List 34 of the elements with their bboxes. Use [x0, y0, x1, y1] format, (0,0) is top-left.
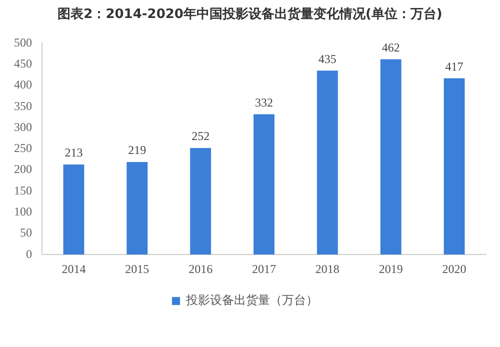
x-tick-label: 2016	[188, 262, 213, 276]
x-tick-label: 2014	[62, 262, 86, 276]
bar	[316, 70, 338, 255]
bar	[254, 114, 274, 255]
y-tick-label: 500	[14, 35, 32, 50]
bar	[126, 162, 148, 255]
y-tick-label: 300	[14, 120, 32, 134]
y-tick-label: 200	[14, 162, 32, 176]
bar	[444, 78, 465, 255]
x-tick-label: 2020	[442, 262, 466, 276]
data-label: 332	[255, 95, 273, 110]
data-label: 435	[318, 52, 336, 66]
legend-label: 投影设备出货量（万台）	[185, 293, 318, 308]
y-tick-label: 150	[14, 183, 32, 198]
x-tick-label: 2015	[125, 262, 150, 276]
y-tick-label: 100	[14, 204, 32, 218]
bar	[380, 59, 402, 255]
x-tick-label: 2019	[378, 262, 403, 276]
y-tick-label: 0	[26, 246, 32, 261]
y-tick-label: 400	[14, 78, 32, 92]
data-label: 252	[192, 129, 210, 144]
data-label: 213	[64, 146, 83, 160]
x-tick-label: 2018	[315, 262, 340, 276]
y-tick-label: 250	[14, 141, 32, 156]
bar	[63, 164, 84, 255]
y-tick-label: 450	[14, 56, 32, 70]
y-tick-label: 350	[14, 98, 32, 113]
x-tick-label: 2017	[252, 262, 276, 276]
data-label: 462	[382, 40, 400, 54]
y-tick-label: 50	[20, 226, 32, 240]
data-label: 417	[445, 59, 464, 74]
data-label: 219	[128, 143, 146, 158]
bar	[190, 148, 212, 255]
chart-title: 图表2：2014-2020年中国投影设备出货量变化情况(单位：万台)	[56, 6, 444, 24]
